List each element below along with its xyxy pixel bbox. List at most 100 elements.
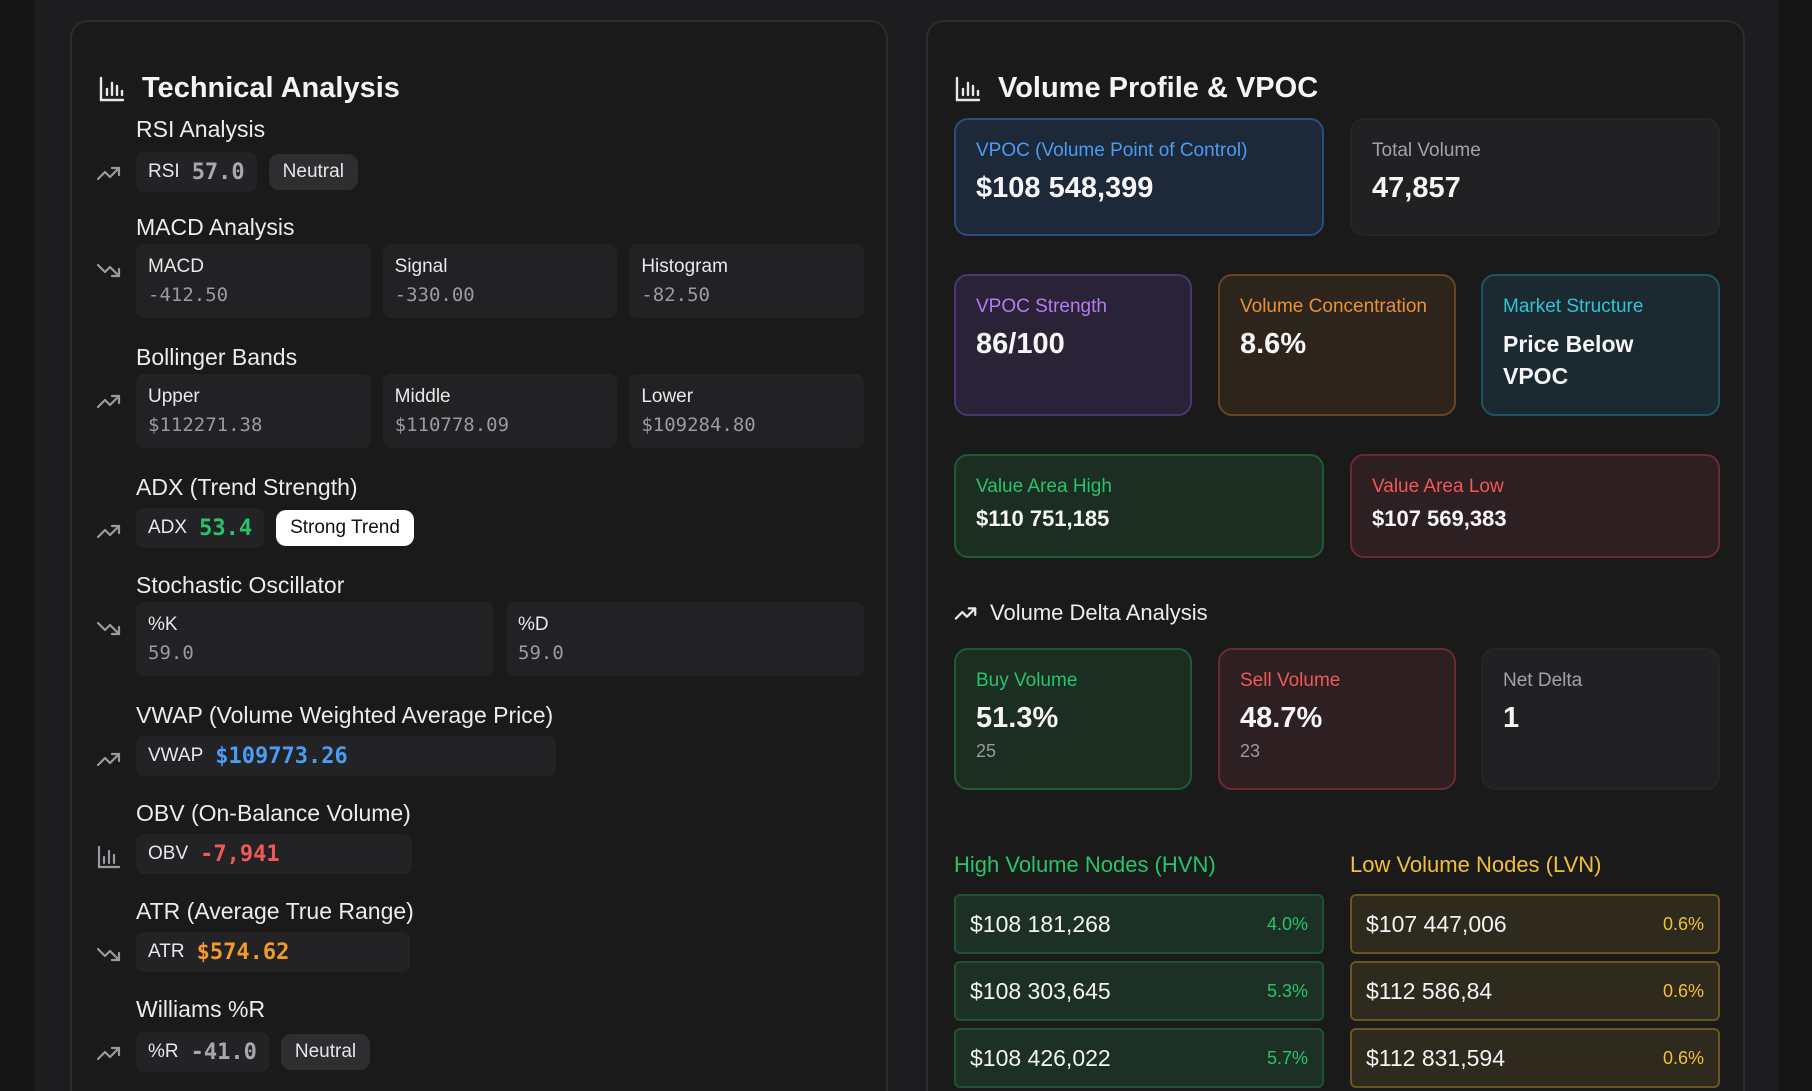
buy-volume-label: Buy Volume <box>976 670 1078 691</box>
vpoc-strength-label: VPOC Strength <box>976 296 1107 317</box>
middle-band-box: Middle $110778.09 <box>382 374 618 448</box>
vpoc-strength-card: VPOC Strength 86/100 <box>954 274 1192 416</box>
value-area-low-label: Value Area Low <box>1372 476 1504 497</box>
percent-d-box: %D 59.0 <box>506 602 864 676</box>
obv-title: OBV (On-Balance Volume) <box>136 800 411 826</box>
williams-label: %R <box>148 1041 179 1062</box>
value-area-high-label: Value Area High <box>976 476 1112 497</box>
rsi-status-badge: Neutral <box>268 154 358 190</box>
upper-value: $112271.38 <box>148 414 263 436</box>
total-volume-card: Total Volume 47,857 <box>1350 118 1720 236</box>
middle-label: Middle <box>394 386 451 407</box>
histogram-label: Histogram <box>641 256 728 277</box>
hvn-node: $108 303,645 5.3% <box>954 961 1324 1021</box>
trending-down-icon <box>96 947 121 962</box>
williams-chip: %R -41.0 <box>136 1032 269 1072</box>
hvn-node-percent: 5.3% <box>1266 980 1308 1001</box>
macd-title: MACD Analysis <box>136 214 295 240</box>
middle-value: $110778.09 <box>394 414 510 436</box>
lvn-node-percent: 0.6% <box>1662 1047 1704 1068</box>
percent-k-label: %K <box>148 614 178 635</box>
adx-chip: ADX 53.4 <box>136 508 265 548</box>
technical-analysis-title: Technical Analysis <box>142 72 400 104</box>
market-structure-label: Market Structure <box>1503 296 1644 317</box>
right-backdrop <box>1778 0 1812 1091</box>
lvn-node: $112 586,84 0.6% <box>1350 961 1720 1021</box>
value-area-high-card: Value Area High $110 751,185 <box>954 454 1324 558</box>
adx-label: ADX <box>148 517 188 538</box>
value-area-high-value: $110 751,185 <box>976 506 1110 531</box>
atr-chip: ATR $574.62 <box>136 932 410 972</box>
hvn-node: $108 181,268 4.0% <box>954 894 1324 954</box>
sell-volume-value: 48.7% <box>1240 702 1323 734</box>
lvn-node-price: $112 831,594 <box>1366 1044 1505 1071</box>
obv-label: OBV <box>148 843 189 864</box>
vpoc-card: VPOC (Volume Point of Control) $108 548,… <box>954 118 1324 236</box>
net-delta-label: Net Delta <box>1503 670 1583 691</box>
vpoc-value: $108 548,399 <box>976 172 1154 204</box>
vwap-chip: VWAP $109773.26 <box>136 736 556 776</box>
trending-up-icon <box>96 394 121 409</box>
adx-value: 53.4 <box>199 515 253 541</box>
volume-concentration-card: Volume Concentration 8.6% <box>1218 274 1456 416</box>
hvn-node-price: $108 303,645 <box>970 977 1111 1004</box>
lvn-node-price: $107 447,006 <box>1366 910 1507 937</box>
trending-up-icon <box>96 752 121 767</box>
volume-profile-panel: Volume Profile & VPOC VPOC (Volume Point… <box>926 20 1745 1091</box>
hvn-node-price: $108 426,022 <box>970 1044 1111 1071</box>
percent-d-label: %D <box>518 614 549 635</box>
net-delta-card: Net Delta 1 <box>1481 648 1720 790</box>
lvn-title: Low Volume Nodes (LVN) <box>1350 852 1602 877</box>
buy-volume-card: Buy Volume 51.3% 25 <box>954 648 1192 790</box>
trending-down-icon <box>96 263 121 278</box>
hvn-title: High Volume Nodes (HVN) <box>954 852 1216 877</box>
histogram-value: -82.50 <box>641 284 710 306</box>
percent-d-value: 59.0 <box>518 642 564 664</box>
volume-profile-title: Volume Profile & VPOC <box>998 72 1319 104</box>
hvn-node: $108 426,022 5.7% <box>954 1028 1324 1088</box>
percent-k-value: 59.0 <box>148 642 194 664</box>
vwap-value: $109773.26 <box>215 743 348 769</box>
value-area-low-value: $107 569,383 <box>1372 506 1507 531</box>
market-structure-value: Price Below VPOC <box>1503 331 1634 389</box>
total-volume-value: 47,857 <box>1372 172 1461 204</box>
trending-up-icon <box>954 607 977 620</box>
lower-value: $109284.80 <box>641 414 756 436</box>
signal-box: Signal -330.00 <box>382 244 618 318</box>
obv-chip: OBV -7,941 <box>136 834 412 874</box>
atr-value: $574.62 <box>196 939 290 965</box>
lvn-node: $107 447,006 0.6% <box>1350 894 1720 954</box>
williams-title: Williams %R <box>136 996 266 1022</box>
trending-down-icon <box>96 621 121 636</box>
macd-label: MACD <box>148 256 204 277</box>
lower-band-box: Lower $109284.80 <box>629 374 864 448</box>
bar-chart-icon <box>955 76 981 101</box>
sell-volume-card: Sell Volume 48.7% 23 <box>1218 648 1456 790</box>
buy-volume-count: 25 <box>976 741 997 761</box>
macd-box: MACD -412.50 <box>136 244 371 318</box>
bollinger-title: Bollinger Bands <box>136 344 298 370</box>
rsi-label: RSI <box>148 161 180 182</box>
adx-title: ADX (Trend Strength) <box>136 474 358 500</box>
sell-volume-count: 23 <box>1240 741 1261 761</box>
lower-label: Lower <box>641 386 694 407</box>
market-structure-card: Market Structure Price Below VPOC <box>1481 274 1720 416</box>
macd-value: -412.50 <box>148 284 229 306</box>
vpoc-label: VPOC (Volume Point of Control) <box>976 140 1248 161</box>
volume-concentration-value: 8.6% <box>1240 328 1307 360</box>
rsi-chip: RSI 57.0 <box>136 152 257 192</box>
trending-up-icon <box>96 524 121 539</box>
bar-chart-icon <box>97 845 121 869</box>
hvn-node-percent: 4.0% <box>1266 913 1308 934</box>
atr-title: ATR (Average True Range) <box>136 898 414 924</box>
sell-volume-label: Sell Volume <box>1240 670 1341 691</box>
lvn-node-percent: 0.6% <box>1662 980 1704 1001</box>
technical-analysis-panel: Technical Analysis RSI Analysis RSI 57.0… <box>70 20 888 1091</box>
net-delta-value: 1 <box>1503 702 1520 734</box>
signal-label: Signal <box>394 256 448 277</box>
lvn-node: $112 831,594 0.6% <box>1350 1028 1720 1088</box>
signal-value: -330.00 <box>394 284 475 306</box>
vpoc-strength-value: 86/100 <box>976 328 1065 360</box>
volume-delta-title: Volume Delta Analysis <box>990 600 1208 625</box>
atr-label: ATR <box>148 941 185 962</box>
